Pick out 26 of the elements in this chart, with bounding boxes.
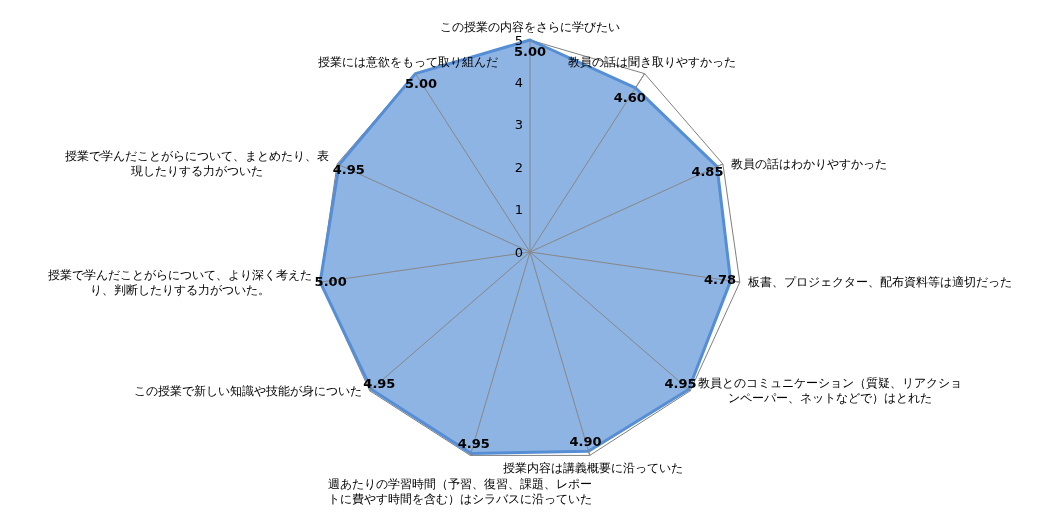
data-label: 4.60 xyxy=(613,89,646,105)
data-label: 4.85 xyxy=(691,163,724,179)
spoke-label: 教員とのコミュニケーション（質疑、リアクションペーパー、ネットなどで）はとれた xyxy=(698,376,963,406)
spoke-label: 板書、プロジェクター、配布資料等は適切だった xyxy=(747,275,1013,290)
y-tick-label: 4 xyxy=(514,74,523,90)
y-tick-label: 0 xyxy=(514,244,523,260)
spoke-label: 授業で学んだことがらについて、より深く考えたり、判断したりする力がついた。 xyxy=(48,267,313,297)
spoke-label: 授業で学んだことがらについて、まとめたり、表現したりする力がついた xyxy=(65,149,330,179)
data-label: 4.95 xyxy=(664,375,697,391)
data-label: 4.95 xyxy=(363,375,396,391)
spoke-label: この授業で新しい知識や技能が身についた xyxy=(133,383,362,398)
spoke-label: 教員の話はわかりやすかった xyxy=(730,156,887,171)
spoke-label: 教員の話は聞き取りやすかった xyxy=(568,54,737,69)
data-label: 5.00 xyxy=(513,43,547,59)
data-label: 4.78 xyxy=(704,272,737,288)
y-tick-label: 3 xyxy=(514,117,523,133)
spoke-label: 週あたりの学習時間（予習、復習、課題、レポートに費やす時間を含む）はシラバスに沿っていた xyxy=(327,476,592,506)
data-label: 5.00 xyxy=(405,75,438,91)
data-label: 4.95 xyxy=(457,436,490,452)
data-label: 4.95 xyxy=(332,162,365,178)
y-tick-label: 1 xyxy=(514,202,523,218)
y-tick-label: 2 xyxy=(514,159,523,175)
data-label: 5.00 xyxy=(314,273,347,289)
data-label: 4.90 xyxy=(569,434,602,450)
spoke-label: 授業内容は講義概要に沿っていた xyxy=(503,461,684,476)
spoke-label: この授業の内容をさらに学びたい xyxy=(440,20,620,34)
